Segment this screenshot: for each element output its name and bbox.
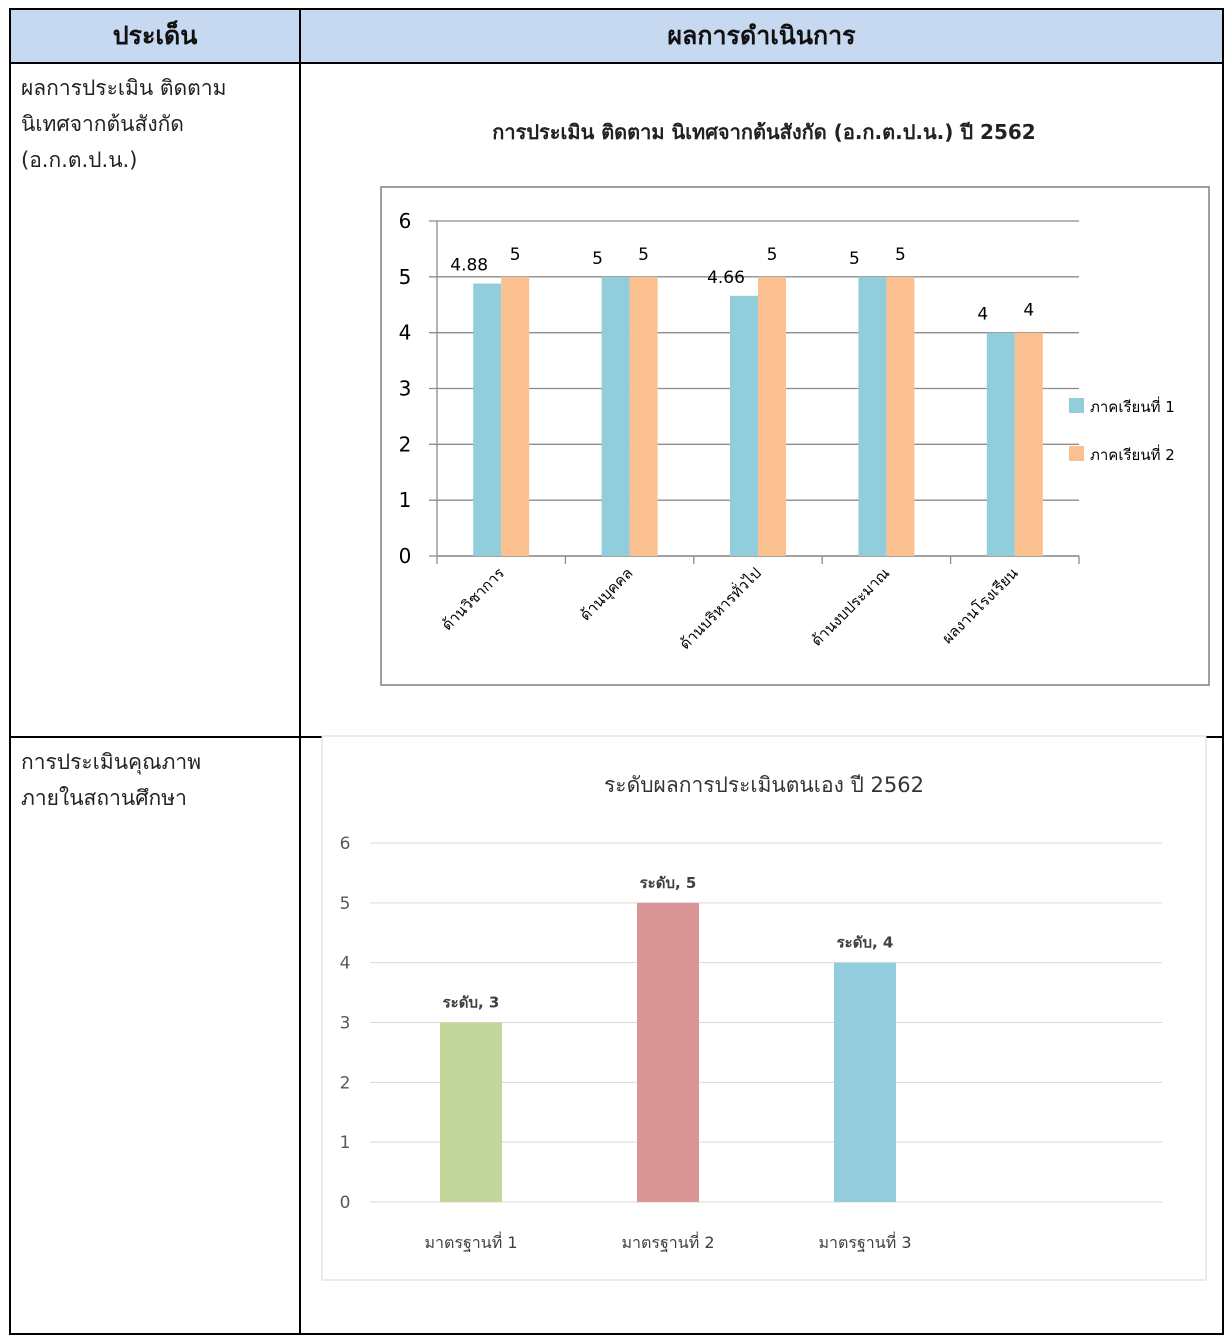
- y-tick-label: 0: [399, 544, 412, 568]
- bar-1: [601, 276, 630, 556]
- row-label-internal-quality: การประเมินคุณภาพ ภายในสถานศึกษา: [21, 750, 202, 810]
- header-divider: [11, 62, 1222, 64]
- bar-2: [1014, 332, 1043, 556]
- data-label: 5: [592, 249, 603, 269]
- data-label: 5: [638, 245, 649, 265]
- category-label: มาตรฐานที่ 3: [818, 1231, 911, 1252]
- y-tick-label: 2: [340, 1073, 351, 1093]
- y-tick-label: 3: [399, 377, 412, 401]
- data-label: ระดับ, 3: [443, 994, 500, 1012]
- column-divider: [299, 10, 301, 1333]
- y-tick-label: 4: [340, 954, 351, 974]
- bar-1: [986, 332, 1015, 556]
- y-tick-label: 4: [399, 321, 412, 345]
- data-label: 5: [849, 249, 860, 269]
- y-tick-label: 6: [399, 209, 412, 233]
- header-issue: ประเด็น: [11, 10, 299, 62]
- y-tick-label: 1: [399, 488, 412, 512]
- data-label: 4.88: [450, 256, 488, 276]
- chart-title: ระดับผลการประเมินตนเอง ปี 2562: [604, 773, 924, 797]
- bar-1: [730, 295, 758, 556]
- legend-swatch: [1069, 446, 1084, 461]
- bar-2: [758, 276, 786, 556]
- bar-2: [886, 276, 915, 556]
- bar: [637, 902, 699, 1202]
- legend-label: ภาคเรียนที่ 2: [1090, 444, 1175, 464]
- chart-supervision: การประเมิน ติดตาม นิเทศจากต้นสังกัด (อ.ก…: [380, 120, 1210, 686]
- row-label-supervision: ผลการประเมิน ติดตาม นิเทศจากต้นสังกัด (อ…: [21, 76, 227, 172]
- y-tick-label: 6: [340, 834, 351, 854]
- bar: [834, 962, 896, 1202]
- bar-1: [858, 276, 887, 556]
- results-table: ประเด็น ผลการดำเนินการ ผลการประเมิน ติดต…: [9, 8, 1224, 1335]
- data-label: 5: [510, 245, 521, 265]
- bar-2: [629, 276, 658, 556]
- data-label: ระดับ, 4: [837, 934, 894, 952]
- legend-label: ภาคเรียนที่ 1: [1090, 396, 1175, 416]
- bar: [440, 1022, 502, 1202]
- data-label: 5: [895, 245, 906, 265]
- data-label: 4: [977, 305, 988, 325]
- data-label: 5: [767, 245, 778, 265]
- y-tick-label: 0: [340, 1193, 351, 1213]
- legend-swatch: [1069, 398, 1084, 413]
- y-tick-label: 5: [340, 894, 351, 914]
- category-label: มาตรฐานที่ 1: [424, 1231, 517, 1252]
- y-tick-label: 1: [340, 1133, 351, 1153]
- data-label: ระดับ, 5: [640, 874, 697, 892]
- data-label: 4.66: [707, 268, 745, 288]
- bar-1: [473, 283, 502, 556]
- y-tick-label: 2: [399, 432, 412, 456]
- header-results: ผลการดำเนินการ: [301, 10, 1222, 62]
- category-label: มาตรฐานที่ 2: [621, 1231, 714, 1252]
- y-tick-label: 5: [399, 265, 412, 289]
- y-tick-label: 3: [340, 1014, 351, 1034]
- data-label: 4: [1023, 301, 1034, 321]
- bar-2: [501, 276, 530, 556]
- chart-title: การประเมิน ติดตาม นิเทศจากต้นสังกัด (อ.ก…: [492, 120, 1035, 144]
